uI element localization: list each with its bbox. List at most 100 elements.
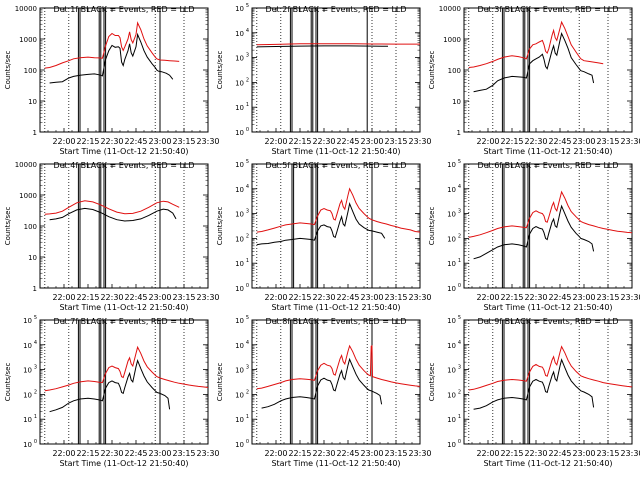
lld-series-line (44, 21, 180, 69)
y-tick-label: 10 (447, 342, 456, 350)
y-tick-label: 10000 (439, 5, 461, 13)
plot-frame (463, 319, 633, 445)
plot-frame (251, 163, 421, 289)
events-series-line (473, 204, 595, 260)
y-tick-label: 10 (447, 260, 456, 268)
y-tick-exponent: 4 (246, 340, 249, 346)
x-tick-label: 22:45 (124, 137, 147, 146)
y-tick-label: 10000 (15, 5, 37, 13)
panel-title: Det 7f BLACK = Events, RED = LLD (53, 317, 194, 326)
y-tick-exponent: 3 (246, 209, 249, 215)
lld-series-line (468, 345, 633, 391)
x-axis-label: Start Time (11-Oct-12 21:50:40) (271, 459, 400, 468)
y-tick-label: 10 (452, 98, 461, 106)
lld-series-line (256, 43, 420, 46)
x-tick-label: 22:30 (312, 137, 335, 146)
events-series-line (49, 207, 177, 222)
x-tick-label: 23:15 (172, 449, 195, 458)
x-tick-label: 23:30 (408, 449, 431, 458)
x-tick-label: 22:00 (52, 293, 75, 302)
lld-series-line (44, 200, 180, 215)
x-tick-label: 22:45 (336, 293, 359, 302)
plot-frame (463, 163, 633, 289)
x-tick-label: 22:15 (76, 449, 99, 458)
y-tick-label: 10 (235, 260, 244, 268)
lld-series-line (44, 345, 209, 392)
panel-title: Det 9f BLACK = Events, RED = LLD (477, 317, 618, 326)
x-tick-label: 23:15 (172, 293, 195, 302)
panel-title: Det 6f BLACK = Events, RED = LLD (477, 161, 618, 170)
y-tick-exponent: 1 (246, 102, 249, 108)
x-tick-label: 23:00 (572, 449, 595, 458)
x-tick-label: 23:30 (196, 293, 219, 302)
y-tick-exponent: 4 (458, 340, 461, 346)
events-series-line (473, 31, 595, 93)
x-tick-label: 23:00 (572, 137, 595, 146)
x-axis-label: Start Time (11-Oct-12 21:50:40) (483, 147, 612, 156)
y-tick-exponent: 3 (246, 365, 249, 371)
y-tick-exponent: 5 (34, 315, 37, 321)
y-tick-label: 10 (235, 5, 244, 13)
x-tick-label: 22:30 (100, 449, 123, 458)
x-tick-label: 22:00 (264, 137, 287, 146)
detector-panel-1: 22:00 22:15 22:30 22:45 23:00 23:15 23:30 1 10 10… (4, 5, 220, 156)
y-tick-label: 1 (33, 129, 37, 137)
x-tick-label: 23:15 (172, 137, 195, 146)
y-tick-label: 10 (447, 441, 456, 449)
y-tick-exponent: 3 (458, 209, 461, 215)
y-tick-label: 100 (448, 67, 461, 75)
x-tick-label: 22:15 (288, 449, 311, 458)
x-tick-label: 22:00 (264, 449, 287, 458)
x-tick-label: 23:15 (384, 293, 407, 302)
plot-frame (39, 7, 209, 133)
panel-title: Det 3f BLACK = Events, RED = LLD (477, 5, 618, 14)
y-tick-label: 10 (447, 367, 456, 375)
x-tick-label: 22:30 (524, 293, 547, 302)
y-tick-exponent: 4 (246, 28, 249, 34)
x-tick-label: 22:30 (524, 137, 547, 146)
x-tick-label: 23:30 (620, 293, 640, 302)
y-tick-exponent: 0 (246, 127, 249, 133)
x-tick-label: 23:15 (596, 293, 619, 302)
x-axis-label: Start Time (11-Oct-12 21:50:40) (483, 303, 612, 312)
x-tick-label: 23:00 (148, 293, 171, 302)
x-tick-label: 22:30 (312, 449, 335, 458)
y-tick-label: 10 (447, 285, 456, 293)
y-tick-label: 10 (23, 391, 32, 399)
x-axis-label: Start Time (11-Oct-12 21:50:40) (271, 147, 400, 156)
y-tick-label: 10 (23, 367, 32, 375)
y-tick-label: 1000 (443, 36, 461, 44)
x-tick-label: 22:45 (336, 137, 359, 146)
y-tick-exponent: 5 (246, 315, 249, 321)
y-axis-label: Counts/sec (428, 207, 436, 246)
x-tick-label: 23:00 (360, 137, 383, 146)
detector-panel-4: 22:00 22:15 22:30 22:45 23:00 23:15 23:30 1 10 10… (4, 161, 220, 312)
events-series-line (256, 45, 389, 48)
plot-frame (39, 163, 209, 289)
y-tick-exponent: 0 (458, 283, 461, 289)
y-axis-label: Counts/sec (216, 363, 224, 402)
x-tick-label: 23:15 (596, 137, 619, 146)
x-tick-label: 22:00 (52, 137, 75, 146)
y-tick-exponent: 0 (246, 439, 249, 445)
x-axis-label: Start Time (11-Oct-12 21:50:40) (59, 147, 188, 156)
x-tick-label: 22:15 (500, 293, 523, 302)
x-tick-label: 22:30 (524, 449, 547, 458)
y-tick-exponent: 5 (458, 159, 461, 165)
x-tick-label: 22:30 (100, 293, 123, 302)
y-tick-exponent: 0 (458, 439, 461, 445)
y-axis-label: Counts/sec (216, 51, 224, 90)
x-tick-label: 23:30 (196, 449, 219, 458)
y-tick-exponent: 2 (34, 389, 37, 395)
x-tick-label: 22:00 (476, 293, 499, 302)
y-tick-label: 10 (28, 254, 37, 262)
y-tick-label: 10 (235, 55, 244, 63)
x-tick-label: 23:15 (384, 449, 407, 458)
y-tick-exponent: 3 (34, 365, 37, 371)
panel-title: Det 8f BLACK = Events, RED = LLD (265, 317, 406, 326)
y-tick-label: 10 (447, 235, 456, 243)
x-tick-label: 22:45 (124, 293, 147, 302)
lld-series-line (256, 187, 421, 233)
y-tick-exponent: 5 (246, 159, 249, 165)
